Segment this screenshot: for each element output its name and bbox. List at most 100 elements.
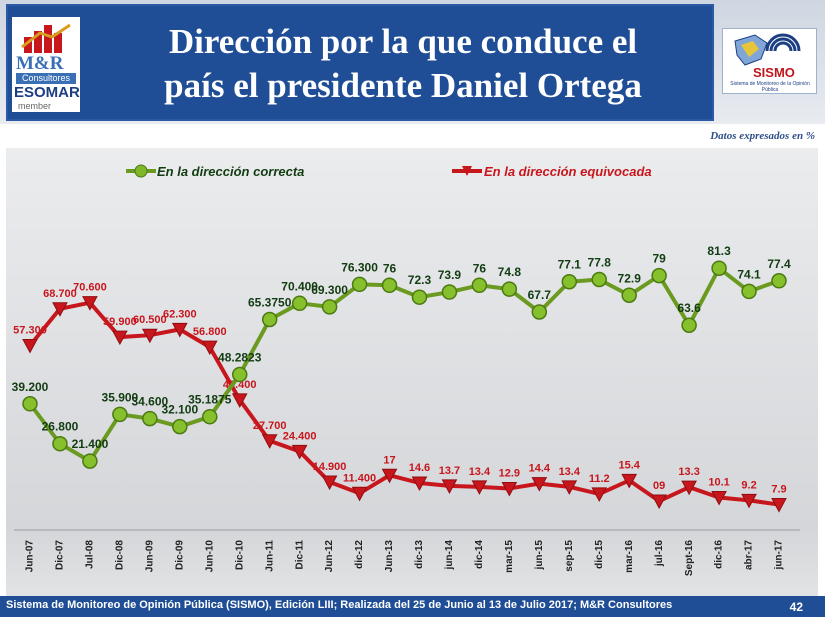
- series-correct-line: [28, 266, 780, 464]
- series-correct-data-label: 39.200: [12, 380, 49, 394]
- series-wrong-marker: [261, 434, 278, 449]
- series-correct-data-label: 73.9: [438, 268, 462, 282]
- series-correct-marker: [591, 271, 607, 288]
- x-tick-label: jun-15: [534, 540, 545, 571]
- series-correct-marker: [142, 410, 158, 427]
- series-correct-data-label: 35.1875: [188, 393, 232, 407]
- x-tick-label: dic-15: [594, 540, 605, 569]
- series-wrong-marker: [441, 479, 458, 494]
- title-line-1: Dirección por la que conduce el: [168, 22, 638, 61]
- series-correct: 39.200 26.800 21.400 35.90034.60032.10035.1…: [12, 244, 791, 469]
- x-tick-label: Jun-12: [324, 540, 335, 573]
- series-wrong-data-label: 11.2: [589, 473, 610, 485]
- x-tick-label: dic-14: [474, 540, 485, 569]
- series-correct-marker: [681, 317, 697, 333]
- series-wrong-marker: [531, 477, 548, 492]
- series-wrong-marker: [591, 487, 608, 502]
- series-wrong-data-label: 17: [383, 454, 395, 466]
- x-tick-label: Jun-13: [384, 540, 395, 573]
- series-correct-data-label: 67.7: [528, 288, 552, 302]
- series-wrong-data-label: 13.4: [559, 466, 581, 478]
- series-correct-data-label: 81.3: [707, 244, 731, 258]
- series-wrong-data-label: 09: [653, 480, 665, 492]
- series-correct-marker: [651, 267, 667, 284]
- mr-consultores-logo: M&R Consultores ESOMAR member: [12, 17, 80, 112]
- series-wrong-marker: [231, 393, 248, 408]
- series-wrong-data-label: 11.400: [343, 472, 376, 484]
- title-banner: [6, 4, 714, 121]
- x-tick-label: dic-16: [714, 540, 725, 569]
- x-tick-label: jul-16: [654, 540, 665, 568]
- series-correct-data-label: 48.2823: [218, 351, 262, 365]
- series-correct-data-label: 74.8: [498, 265, 522, 279]
- page-title: Dirección por la que conduce el país el …: [98, 20, 708, 108]
- series-correct-data-label: 77.4: [767, 257, 791, 271]
- x-tick-label: abr-17: [744, 540, 755, 570]
- x-tick-label: Jul-08: [85, 540, 96, 569]
- page-number: 42: [789, 600, 803, 614]
- series-wrong-data-label: 15.4: [618, 459, 640, 471]
- x-tick-label: mar-15: [504, 540, 515, 573]
- series-correct-marker: [231, 366, 248, 383]
- x-tick-label: Dic-07: [55, 540, 66, 570]
- series-correct-data-label: 35.900: [102, 390, 139, 404]
- series-correct-marker: [202, 408, 218, 425]
- legend-correct-label: En la dirección correcta: [157, 164, 304, 179]
- series-correct-data-label: 76.300: [341, 260, 378, 274]
- series-correct-marker: [411, 289, 428, 305]
- series-wrong-data-label: 24.400: [283, 430, 317, 442]
- series-correct-data-label: 69.300: [311, 283, 348, 297]
- series-wrong-marker: [201, 340, 218, 356]
- logo-member-text: member: [18, 101, 52, 111]
- series-wrong-marker: [501, 481, 518, 497]
- x-tick-label: Jun-11: [264, 540, 275, 572]
- x-tick-label: Jun-09: [144, 540, 155, 573]
- x-tick-label: sep-15: [564, 540, 575, 572]
- legend: En la dirección correcta En la dirección…: [126, 164, 652, 179]
- legend-correct-marker: [134, 164, 148, 178]
- series-wrong-marker: [351, 486, 368, 502]
- series-wrong-marker: [681, 480, 697, 496]
- series-correct-data-label: 77.8: [588, 255, 612, 269]
- series-wrong-data-label: 14.4: [529, 463, 551, 475]
- units-note: Datos expresados en %: [710, 130, 815, 142]
- series-wrong-data-label: 59.900: [103, 316, 137, 328]
- series-wrong-marker: [52, 302, 68, 317]
- series-correct-marker: [22, 396, 38, 412]
- series-correct-marker: [621, 287, 637, 304]
- sismo-map-icon: [734, 33, 801, 66]
- series-correct-data-label: 21.400: [72, 437, 109, 451]
- series-correct-data-label: 34.600: [131, 395, 168, 409]
- x-tick-label: Dic-11: [294, 540, 305, 570]
- legend-wrong-marker: [462, 166, 472, 176]
- x-tick-label: Jun-10: [204, 540, 215, 573]
- series-correct-marker: [381, 277, 398, 294]
- x-tick-label: Jun-07: [25, 540, 36, 573]
- series-wrong-marker: [771, 498, 787, 513]
- x-tick-label: mar-16: [624, 540, 635, 573]
- x-tick-label: jun-14: [444, 540, 455, 571]
- series-wrong-data-label: 9.2: [741, 479, 756, 491]
- sismo-name: SISMO: [753, 65, 795, 80]
- series-correct-marker: [291, 295, 308, 312]
- series-correct-data-label: 77.1: [558, 258, 582, 272]
- series-correct-marker: [112, 406, 128, 423]
- legend-wrong-label: En la dirección equivocada: [484, 164, 652, 179]
- series-wrong-data-label: 57.300: [13, 324, 47, 336]
- series-wrong-marker: [741, 493, 757, 509]
- series-correct-data-label: 70.400: [281, 279, 318, 293]
- series-correct-data-label: 72.3: [408, 273, 432, 287]
- logo-bars-icon: [21, 23, 71, 53]
- series-wrong-marker: [82, 296, 98, 311]
- series-wrong-marker: [621, 473, 638, 489]
- series-correct-data-label: 79: [652, 252, 666, 266]
- x-tick-label: dic-13: [414, 540, 425, 569]
- series-correct-data-label: 63.6: [677, 301, 701, 315]
- series-wrong-data-label: 14.900: [313, 461, 347, 473]
- series-wrong-data-label: 70.600: [73, 282, 107, 294]
- series-correct-data-label: 26.800: [42, 420, 79, 434]
- series-correct-marker: [531, 304, 548, 320]
- series-wrong-marker: [471, 480, 488, 495]
- series-wrong-marker: [651, 494, 667, 510]
